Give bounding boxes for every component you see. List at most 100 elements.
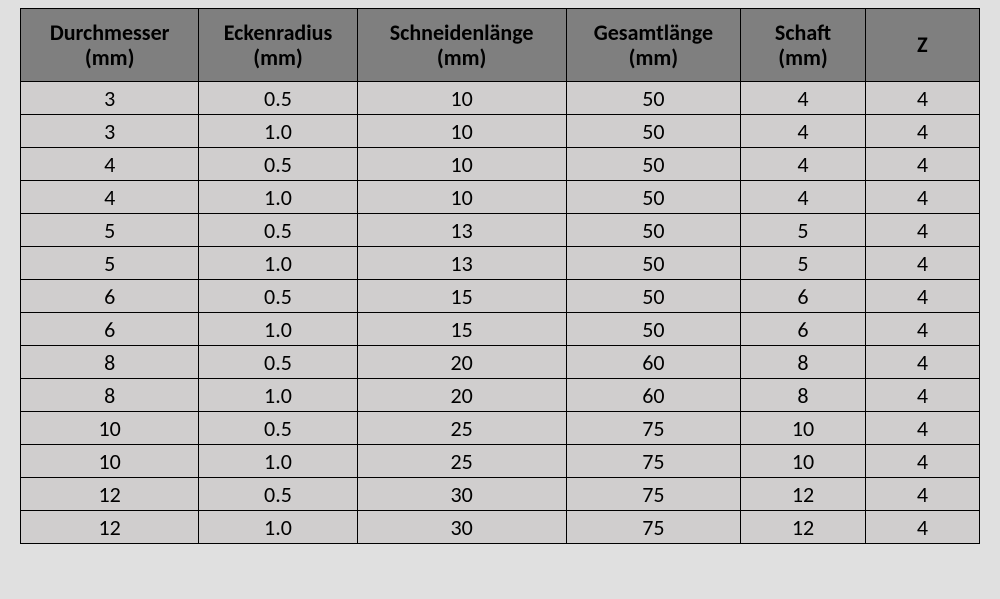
table-cell: 4 xyxy=(865,148,979,181)
table-cell: 10 xyxy=(741,412,866,445)
table-cell: 1.0 xyxy=(199,115,357,148)
table-cell: 50 xyxy=(566,82,741,115)
table-cell: 5 xyxy=(21,247,199,280)
table-cell: 5 xyxy=(741,214,866,247)
table-cell: 3 xyxy=(21,82,199,115)
table-cell: 4 xyxy=(865,412,979,445)
table-cell: 8 xyxy=(741,379,866,412)
table-cell: 0.5 xyxy=(199,412,357,445)
table-cell: 50 xyxy=(566,115,741,148)
table-cell: 25 xyxy=(357,412,566,445)
col-header-eckenradius: Eckenradius (mm) xyxy=(199,9,357,82)
table-cell: 10 xyxy=(741,445,866,478)
table-header-row: Durchmesser (mm) Eckenradius (mm) Schnei… xyxy=(21,9,980,82)
table-cell: 1.0 xyxy=(199,379,357,412)
table-cell: 50 xyxy=(566,313,741,346)
table-row: 40.5105044 xyxy=(21,148,980,181)
spec-table-container: Durchmesser (mm) Eckenradius (mm) Schnei… xyxy=(0,0,1000,599)
table-row: 30.5105044 xyxy=(21,82,980,115)
table-cell: 0.5 xyxy=(199,280,357,313)
col-header-label: Eckenradius xyxy=(199,20,356,45)
col-header-label: Schaft xyxy=(741,20,865,45)
table-cell: 10 xyxy=(357,115,566,148)
table-cell: 4 xyxy=(865,214,979,247)
table-cell: 50 xyxy=(566,181,741,214)
col-header-label: Durchmesser xyxy=(21,20,198,45)
table-row: 80.5206084 xyxy=(21,346,980,379)
table-cell: 4 xyxy=(21,181,199,214)
col-header-unit: (mm) xyxy=(741,45,865,70)
table-cell: 4 xyxy=(865,478,979,511)
col-header-schneidenlaenge: Schneidenlänge (mm) xyxy=(357,9,566,82)
table-row: 60.5155064 xyxy=(21,280,980,313)
table-cell: 3 xyxy=(21,115,199,148)
table-cell: 75 xyxy=(566,412,741,445)
table-cell: 4 xyxy=(865,346,979,379)
table-cell: 15 xyxy=(357,313,566,346)
table-row: 41.0105044 xyxy=(21,181,980,214)
table-cell: 4 xyxy=(865,511,979,544)
col-header-unit: (mm) xyxy=(358,45,566,70)
table-cell: 6 xyxy=(741,280,866,313)
table-cell: 4 xyxy=(865,247,979,280)
table-row: 51.0135054 xyxy=(21,247,980,280)
table-row: 31.0105044 xyxy=(21,115,980,148)
table-cell: 50 xyxy=(566,280,741,313)
table-cell: 4 xyxy=(865,445,979,478)
table-row: 50.5135054 xyxy=(21,214,980,247)
col-header-label: Gesamtlänge xyxy=(567,20,741,45)
table-cell: 6 xyxy=(21,313,199,346)
col-header-schaft: Schaft (mm) xyxy=(741,9,866,82)
table-cell: 4 xyxy=(21,148,199,181)
table-row: 61.0155064 xyxy=(21,313,980,346)
table-cell: 0.5 xyxy=(199,346,357,379)
table-cell: 13 xyxy=(357,247,566,280)
table-cell: 1.0 xyxy=(199,511,357,544)
table-row: 121.03075124 xyxy=(21,511,980,544)
table-cell: 30 xyxy=(357,478,566,511)
table-cell: 50 xyxy=(566,247,741,280)
table-cell: 4 xyxy=(865,379,979,412)
table-cell: 1.0 xyxy=(199,313,357,346)
table-row: 100.52575104 xyxy=(21,412,980,445)
table-cell: 0.5 xyxy=(199,214,357,247)
col-header-durchmesser: Durchmesser (mm) xyxy=(21,9,199,82)
table-cell: 60 xyxy=(566,346,741,379)
col-header-unit: (mm) xyxy=(199,45,356,70)
table-row: 81.0206084 xyxy=(21,379,980,412)
table-cell: 75 xyxy=(566,445,741,478)
table-cell: 1.0 xyxy=(199,181,357,214)
table-cell: 15 xyxy=(357,280,566,313)
table-row: 101.02575104 xyxy=(21,445,980,478)
table-cell: 10 xyxy=(21,412,199,445)
table-cell: 4 xyxy=(865,280,979,313)
table-cell: 13 xyxy=(357,214,566,247)
table-cell: 10 xyxy=(357,82,566,115)
table-cell: 4 xyxy=(865,313,979,346)
table-cell: 60 xyxy=(566,379,741,412)
table-cell: 20 xyxy=(357,346,566,379)
table-cell: 0.5 xyxy=(199,82,357,115)
table-cell: 4 xyxy=(865,115,979,148)
table-cell: 1.0 xyxy=(199,247,357,280)
table-cell: 10 xyxy=(21,445,199,478)
table-cell: 12 xyxy=(21,511,199,544)
table-cell: 12 xyxy=(21,478,199,511)
table-body: 30.510504431.010504440.510504441.0105044… xyxy=(21,82,980,544)
table-cell: 6 xyxy=(741,313,866,346)
col-header-z: Z xyxy=(865,9,979,82)
table-cell: 8 xyxy=(21,346,199,379)
table-cell: 75 xyxy=(566,478,741,511)
table-cell: 5 xyxy=(741,247,866,280)
col-header-label: Schneidenlänge xyxy=(358,20,566,45)
table-cell: 10 xyxy=(357,148,566,181)
table-cell: 4 xyxy=(741,115,866,148)
table-cell: 8 xyxy=(741,346,866,379)
table-cell: 6 xyxy=(21,280,199,313)
table-cell: 4 xyxy=(741,148,866,181)
table-cell: 4 xyxy=(741,82,866,115)
table-cell: 20 xyxy=(357,379,566,412)
table-cell: 8 xyxy=(21,379,199,412)
col-header-unit: (mm) xyxy=(567,45,741,70)
table-cell: 0.5 xyxy=(199,148,357,181)
